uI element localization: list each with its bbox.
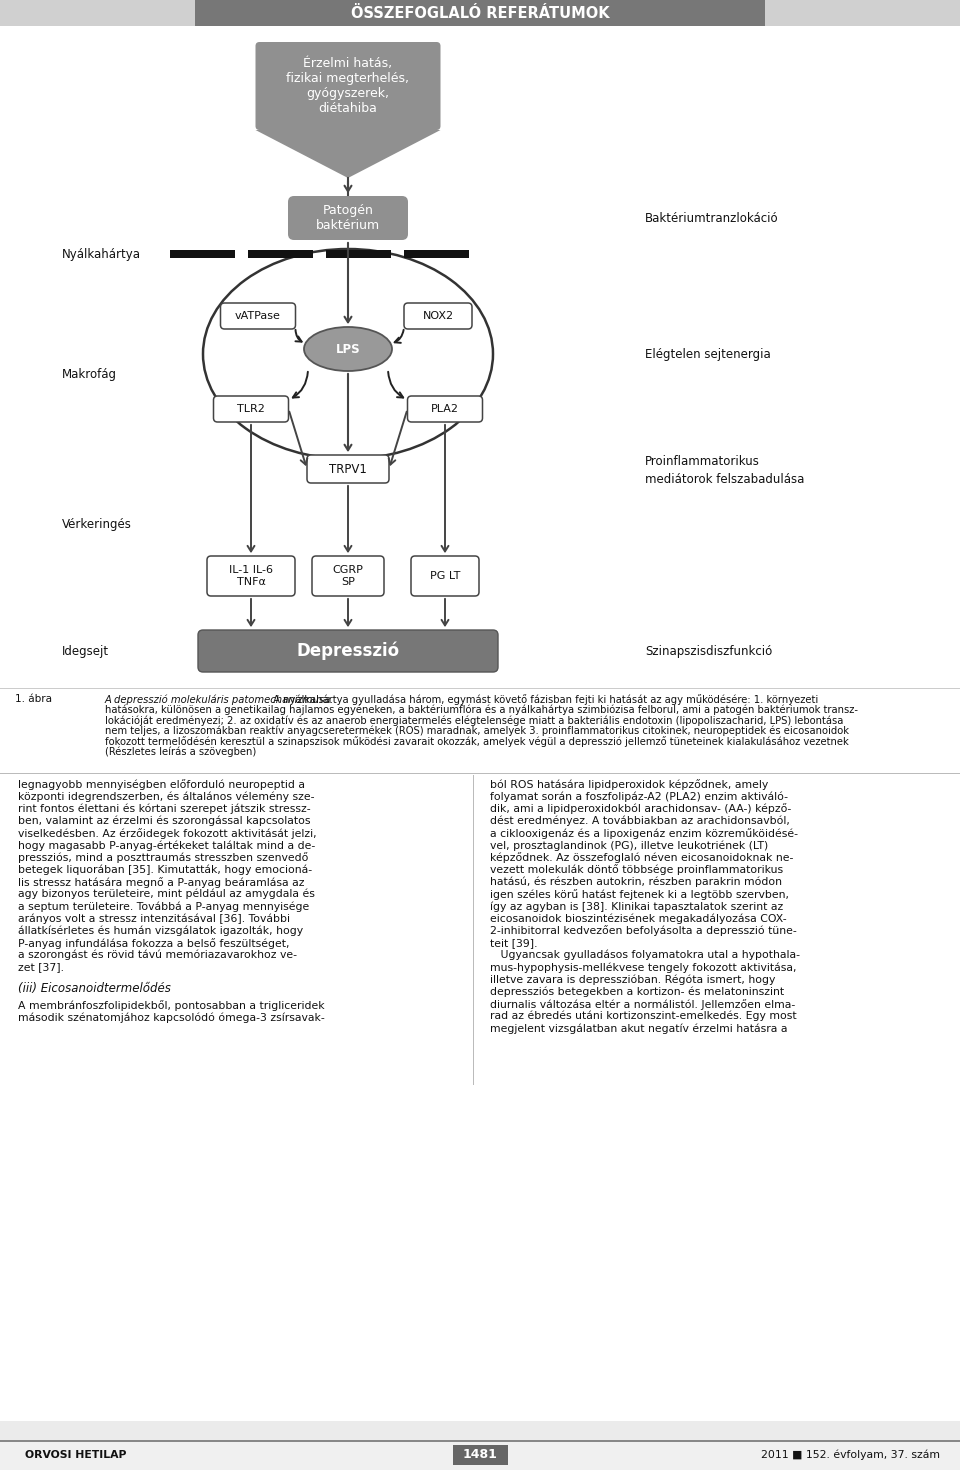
FancyBboxPatch shape — [213, 395, 289, 422]
FancyBboxPatch shape — [411, 556, 479, 595]
Text: ÖSSZEFOGLALÓ REFERÁTUMOK: ÖSSZEFOGLALÓ REFERÁTUMOK — [350, 6, 610, 21]
Text: teit [39].: teit [39]. — [490, 938, 538, 948]
Text: hatású, és részben autokrin, részben parakrin módon: hatású, és részben autokrin, részben par… — [490, 876, 782, 886]
Bar — [248, 250, 313, 259]
Text: így az agyban is [38]. Klinikai tapasztalatok szerint az: így az agyban is [38]. Klinikai tapaszta… — [490, 901, 783, 911]
Text: Makrofág: Makrofág — [62, 368, 117, 381]
Text: Idegsejt: Idegsejt — [62, 644, 109, 657]
Bar — [0, 0, 960, 26]
Text: pressziós, mind a poszttraumás stresszben szenvedő: pressziós, mind a poszttraumás stresszbe… — [18, 853, 308, 863]
Text: A membránfoszfolipidekből, pontosabban a trigliceridek: A membránfoszfolipidekből, pontosabban a… — [18, 1000, 324, 1011]
Text: ból ROS hatására lipidperoxidok képződnek, amely: ból ROS hatására lipidperoxidok képződne… — [490, 779, 768, 789]
Text: Ugyancsak gyulladásos folyamatokra utal a hypothala-: Ugyancsak gyulladásos folyamatokra utal … — [490, 950, 800, 960]
Text: ORVOSI HETILAP: ORVOSI HETILAP — [25, 1449, 127, 1460]
Text: a ciklooxigenáz és a lipoxigenáz enzim közreműköidésé-: a ciklooxigenáz és a lipoxigenáz enzim k… — [490, 828, 798, 839]
Text: dik, ami a lipidperoxidokból arachidonsav- (AA-) képző-: dik, ami a lipidperoxidokból arachidonsa… — [490, 804, 791, 814]
Text: dést eredményez. A továbbiakban az arachidonsavból,: dést eredményez. A továbbiakban az arach… — [490, 816, 790, 826]
Text: Elégtelen sejtenergia: Elégtelen sejtenergia — [645, 347, 771, 360]
Text: PG LT: PG LT — [430, 570, 460, 581]
Bar — [326, 250, 391, 259]
Text: igen széles körű hatást fejtenek ki a legtöbb szervben,: igen széles körű hatást fejtenek ki a le… — [490, 889, 789, 900]
Text: Érzelmi hatás,
fizikai megterhelés,
gyógyszerek,
diétahiba: Érzelmi hatás, fizikai megterhelés, gyóg… — [286, 57, 410, 115]
Text: legnagyobb mennyiségben előforduló neuropeptid a: legnagyobb mennyiségben előforduló neuro… — [18, 779, 305, 789]
Text: Patogén
baktérium: Patogén baktérium — [316, 204, 380, 232]
FancyBboxPatch shape — [404, 303, 472, 329]
Text: (iii) Eicosanoidtermelődés: (iii) Eicosanoidtermelődés — [18, 982, 171, 995]
Text: lis stressz hatására megnő a P-anyag beáramlása az: lis stressz hatására megnő a P-anyag beá… — [18, 876, 304, 888]
Bar — [0, 1441, 960, 1470]
FancyBboxPatch shape — [207, 556, 295, 595]
Text: (Részletes leírás a szövegben): (Részletes leírás a szövegben) — [105, 747, 256, 757]
Text: Depresszió: Depresszió — [297, 642, 399, 660]
Text: TRPV1: TRPV1 — [329, 463, 367, 475]
FancyBboxPatch shape — [312, 556, 384, 595]
Text: illetve zavara is depresszióban. Régóta ismert, hogy: illetve zavara is depresszióban. Régóta … — [490, 975, 776, 985]
Text: Proinflammatorikus: Proinflammatorikus — [645, 454, 760, 467]
Text: rint fontos élettani és kórtani szerepet játszik stressz-: rint fontos élettani és kórtani szerepet… — [18, 804, 311, 814]
Text: NOX2: NOX2 — [422, 312, 453, 320]
FancyBboxPatch shape — [221, 303, 296, 329]
Text: mediátorok felszabadulása: mediátorok felszabadulása — [645, 472, 804, 485]
Text: IL-1 IL-6
TNFα: IL-1 IL-6 TNFα — [229, 564, 273, 587]
Text: folyamat során a foszfolipáz-A2 (PLA2) enzim aktiváló-: folyamat során a foszfolipáz-A2 (PLA2) e… — [490, 791, 788, 801]
Bar — [473, 775, 474, 1085]
FancyBboxPatch shape — [407, 395, 483, 422]
Text: 2-inhibitorral kedvezően befolyásolta a depresszió tüne-: 2-inhibitorral kedvezően befolyásolta a … — [490, 926, 797, 936]
Text: rad az ébredés utáni kortizonszint-emelkedés. Egy most: rad az ébredés utáni kortizonszint-emelk… — [490, 1011, 797, 1022]
Ellipse shape — [203, 248, 493, 459]
Text: 2011 ■ 152. évfolyam, 37. szám: 2011 ■ 152. évfolyam, 37. szám — [761, 1449, 940, 1460]
Bar — [0, 1441, 960, 1442]
FancyBboxPatch shape — [307, 456, 389, 484]
Text: megjelent vizsgálatban akut negatív érzelmi hatásra a: megjelent vizsgálatban akut negatív érze… — [490, 1023, 787, 1033]
Text: A nyálkahártya gyulladása három, egymást követő fázisban fejti ki hatását az agy: A nyálkahártya gyulladása három, egymást… — [270, 694, 818, 706]
Text: betegek liquorában [35]. Kimutatták, hogy emocioná-: betegek liquorában [35]. Kimutatták, hog… — [18, 864, 312, 875]
Text: 1481: 1481 — [463, 1448, 497, 1461]
Text: képződnek. Az összefoglaló néven eicosanoidoknak ne-: képződnek. Az összefoglaló néven eicosan… — [490, 853, 793, 863]
Text: depressziós betegekben a kortizon- és melatoninszint: depressziós betegekben a kortizon- és me… — [490, 986, 784, 997]
Text: vezett molekulák döntő többsége proinflammatorikus: vezett molekulák döntő többsége proinfla… — [490, 864, 783, 875]
Bar — [195, 0, 765, 26]
Text: CGRP
SP: CGRP SP — [332, 564, 364, 587]
Text: vel, prosztaglandinok (PG), illetve leukotriének (LT): vel, prosztaglandinok (PG), illetve leuk… — [490, 839, 768, 851]
FancyBboxPatch shape — [255, 43, 441, 129]
Text: zet [37].: zet [37]. — [18, 961, 64, 972]
Text: Baktériumtranzlokáció: Baktériumtranzlokáció — [645, 212, 779, 225]
Text: hatásokra, különösen a genetikailag hajlamos egyéneken, a baktériumflóra és a ny: hatásokra, különösen a genetikailag hajl… — [105, 704, 858, 714]
Text: Nyálkahártya: Nyálkahártya — [62, 247, 141, 260]
Text: LPS: LPS — [336, 343, 360, 356]
Text: a szorongást és rövid távú memóriazavarokhoz ve-: a szorongást és rövid távú memóriazavaro… — [18, 950, 297, 960]
Bar — [404, 250, 469, 259]
Text: hogy magasabb P-anyag-értékeket találtak mind a de-: hogy magasabb P-anyag-értékeket találtak… — [18, 839, 315, 851]
Text: arányos volt a stressz intenzitásával [36]. További: arányos volt a stressz intenzitásával [3… — [18, 913, 290, 923]
Text: fokozott termelődésén keresztül a szinapszisok működési zavarait okozzák, amelye: fokozott termelődésén keresztül a szinap… — [105, 736, 849, 747]
Text: viselkedésben. Az érzőidegek fokozott aktivitását jelzi,: viselkedésben. Az érzőidegek fokozott ak… — [18, 828, 317, 839]
Text: lokációját eredményezi; 2. az oxidatív és az anaerob energiatermelés elégtelensé: lokációját eredményezi; 2. az oxidatív é… — [105, 714, 844, 726]
Ellipse shape — [304, 326, 392, 370]
Text: PLA2: PLA2 — [431, 404, 459, 415]
Text: központi idegrendszerben, és általános vélemény sze-: központi idegrendszerben, és általános v… — [18, 791, 315, 801]
Text: diurnalis változása eltér a normálistól. Jellemzően elma-: diurnalis változása eltér a normálistól.… — [490, 998, 795, 1010]
Polygon shape — [255, 129, 441, 178]
Text: TLR2: TLR2 — [237, 404, 265, 415]
Text: állatkísérletes és humán vizsgálatok igazolták, hogy: állatkísérletes és humán vizsgálatok iga… — [18, 926, 303, 936]
Text: agy bizonyos területeire, mint például az amygdala és: agy bizonyos területeire, mint például a… — [18, 889, 315, 900]
Text: második szénatomjához kapcsolódó ómega-3 zsírsavak-: második szénatomjához kapcsolódó ómega-3… — [18, 1013, 324, 1023]
Text: mus-hypophysis-mellékvese tengely fokozott aktivitása,: mus-hypophysis-mellékvese tengely fokozo… — [490, 961, 797, 973]
FancyBboxPatch shape — [288, 196, 408, 240]
Text: a septum területeire. Továbbá a P-anyag mennyisége: a septum területeire. Továbbá a P-anyag … — [18, 901, 309, 911]
Text: Vérkeringés: Vérkeringés — [62, 517, 132, 531]
Text: vATPase: vATPase — [235, 312, 281, 320]
Text: P-anyag infundálása fokozza a belső feszültséget,: P-anyag infundálása fokozza a belső fesz… — [18, 938, 290, 948]
Text: 1. ábra: 1. ábra — [15, 694, 52, 704]
Text: ben, valamint az érzelmi és szorongással kapcsolatos: ben, valamint az érzelmi és szorongással… — [18, 816, 310, 826]
Bar — [170, 250, 235, 259]
Text: nem teljes, a lizoszomákban reaktív anyagcseretermékek (ROS) maradnak, amelyek 3: nem teljes, a lizoszomákban reaktív anya… — [105, 726, 849, 736]
Text: A depresszió molekuláris patomechanizmusa.: A depresszió molekuláris patomechanizmus… — [105, 694, 334, 704]
Text: eicosanoidok bioszintézisének megakadályozása COX-: eicosanoidok bioszintézisének megakadály… — [490, 913, 786, 923]
Bar — [452, 1445, 508, 1466]
Text: Szinapszisdiszfunkció: Szinapszisdiszfunkció — [645, 644, 772, 657]
FancyBboxPatch shape — [198, 631, 498, 672]
